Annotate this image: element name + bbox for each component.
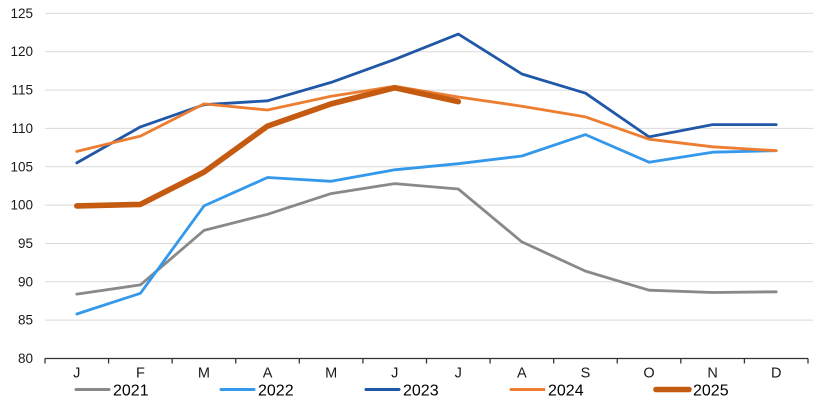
y-axis-label: 110: [11, 121, 33, 136]
legend: 2021 2022 2023 2024 2025: [74, 383, 729, 400]
x-axis-label: F: [136, 366, 145, 382]
legend-label: 2024: [548, 383, 584, 400]
legend-item-2023: 2023: [364, 383, 439, 400]
y-axis-label: 80: [18, 351, 33, 366]
x-axis-label: J: [391, 366, 398, 382]
series-line-2023: [75, 32, 778, 165]
y-axis-label: 115: [11, 83, 33, 98]
y-axis-label: 95: [18, 236, 33, 251]
x-axis-label: A: [263, 366, 273, 382]
x-axis-label: J: [455, 366, 462, 382]
x-axis-label: D: [771, 366, 781, 382]
y-axis-label: 125: [10, 6, 33, 21]
x-axis-label: M: [325, 366, 337, 382]
y-axis-label: 90: [18, 274, 33, 289]
legend-label: 2022: [258, 383, 294, 400]
legend-item-2024: 2024: [509, 383, 584, 400]
x-axis-label: J: [73, 366, 80, 382]
x-axis-label: A: [517, 366, 527, 382]
series-line-2024: [75, 84, 778, 153]
legend-label: 2021: [113, 383, 149, 400]
legend-item-2025: 2025: [653, 383, 729, 400]
y-axis-label: 85: [18, 313, 33, 328]
x-axis: [44, 357, 809, 364]
legend-label: 2025: [693, 383, 729, 400]
series-line-2021: [75, 182, 778, 296]
y-axis-labels: 80 85 90 95 100 105 110 115 120 125: [10, 6, 33, 366]
y-axis-label: 105: [10, 159, 33, 174]
x-axis-label: O: [643, 366, 654, 382]
legend-item-2021: 2021: [74, 383, 149, 400]
x-axis-label: M: [198, 366, 210, 382]
legend-item-2022: 2022: [219, 383, 294, 400]
series-line-2025: [74, 85, 462, 209]
x-axis-label: S: [581, 366, 591, 382]
y-axis-label: 100: [10, 198, 33, 213]
x-axis-label: N: [707, 366, 717, 382]
series-line-2022: [75, 133, 778, 316]
y-axis-label: 120: [10, 44, 33, 59]
series-lines: [74, 32, 778, 316]
legend-label: 2023: [403, 383, 439, 400]
